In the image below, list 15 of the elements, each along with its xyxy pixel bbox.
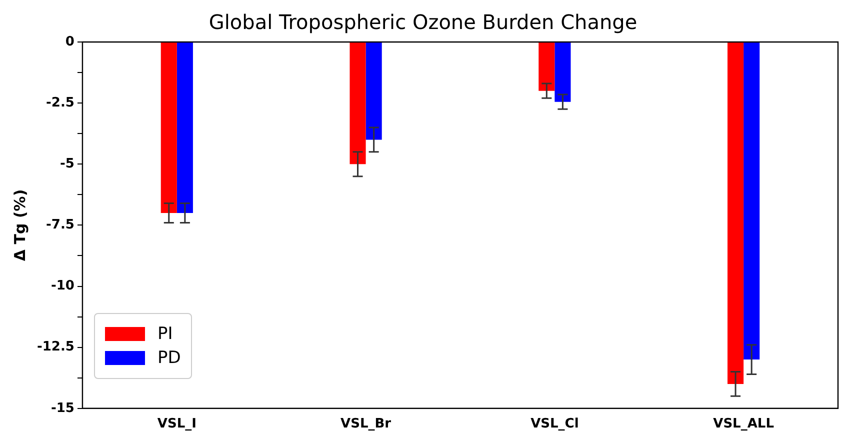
legend-label: PD [157,348,181,368]
chart-title: Global Tropospheric Ozone Burden Change [208,10,638,34]
x-tick-label: VSL_ALL [713,416,774,432]
y-tick-label: 0 [65,34,74,50]
y-tick-label: -12.5 [36,340,74,355]
x-tick-label: VSL_Cl [530,416,579,432]
y-tick-label: -7.5 [46,218,74,233]
legend-label: PI [157,324,173,344]
y-tick-label: -2.5 [46,95,74,110]
x-tick-label: VSL_I [157,416,196,432]
y-tick-label: -15 [50,400,74,416]
y-tick-label: -10 [50,278,74,294]
y-tick-label: -5 [60,156,74,172]
y-axis-title: Δ Tg (%) [10,189,29,262]
x-tick-label: VSL_Br [340,416,392,432]
